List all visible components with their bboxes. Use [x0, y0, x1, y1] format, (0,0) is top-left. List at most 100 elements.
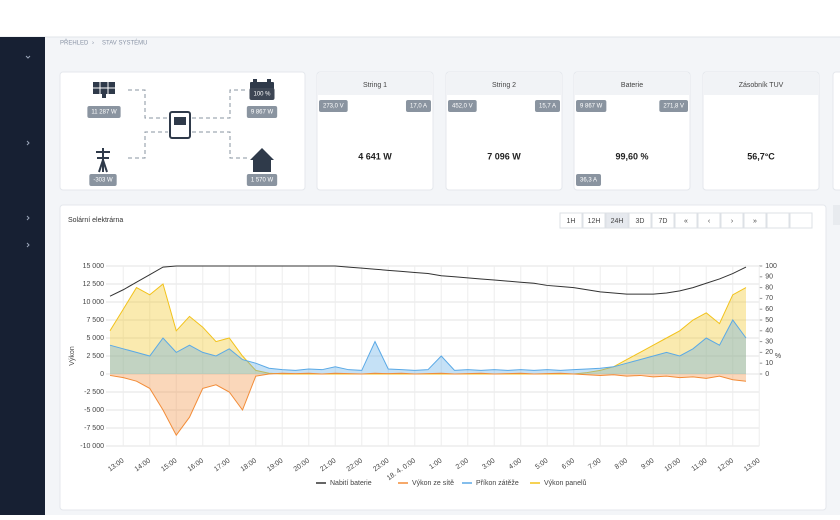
badge: [249, 88, 275, 100]
area: [110, 373, 746, 436]
range-button[interactable]: [628, 212, 652, 229]
card-header: [704, 73, 818, 95]
range-button-label: ‹: [708, 218, 711, 225]
badge: [448, 100, 477, 112]
y2-tick-label: 70: [765, 295, 773, 302]
y-tick-label: 5 000: [86, 335, 104, 342]
y-tick-label: 10 000: [83, 299, 105, 306]
house-icon: [250, 148, 274, 172]
badge-text: 271,8 V: [663, 104, 684, 110]
badge: [534, 100, 560, 112]
range-button[interactable]: [605, 212, 629, 229]
badge: [576, 100, 607, 112]
panel-partial: [833, 205, 840, 225]
range-button[interactable]: [720, 212, 744, 229]
badge: [89, 174, 117, 186]
area: [110, 320, 746, 374]
sidebar-icons: [25, 55, 31, 248]
card-header: [447, 73, 561, 95]
y-axis-label: Výkon: [69, 346, 76, 366]
badge-text: 100 %: [253, 92, 271, 98]
range-button[interactable]: [743, 212, 767, 229]
breadcrumb-sep: ›: [92, 41, 94, 47]
card-title: String 1: [363, 82, 387, 89]
badge-text: 36,3 A: [580, 178, 597, 184]
inverter-icon: [169, 111, 191, 139]
badge-text: 1 570 W: [251, 178, 274, 184]
legend-label[interactable]: Nabití baterie: [330, 480, 372, 487]
card-value: 7 096 W: [487, 151, 521, 161]
breadcrumb: STAV SYSTÉMU: [102, 40, 147, 47]
y2-tick-label: 60: [765, 306, 773, 313]
fullscreen-button[interactable]: [789, 212, 813, 229]
flow-card: [59, 71, 306, 191]
range-button-label: 1H: [567, 218, 576, 225]
card-value: 56,7°C: [747, 151, 775, 161]
y2-tick-label: 20: [765, 349, 773, 356]
range-button-label: 12H: [588, 218, 601, 225]
legend-label[interactable]: Výkon ze sítě: [412, 480, 454, 487]
area: [110, 284, 746, 374]
flow-lines: [128, 89, 248, 159]
badge-text: 9 867 W: [251, 110, 274, 116]
badge: [319, 100, 348, 112]
line: [109, 265, 747, 297]
legend-label[interactable]: Výkon panelů: [544, 479, 587, 487]
y2-tick-label: 0: [765, 371, 769, 378]
y-tick-label: -5 000: [84, 407, 104, 414]
line: [109, 319, 747, 371]
card-value: 4 641 W: [358, 151, 392, 161]
badge: [576, 174, 602, 186]
y2-tick-label: 100: [765, 263, 777, 270]
badge: [246, 106, 278, 118]
y2-tick-label: 30: [765, 338, 773, 345]
y-tick-label: -10 000: [80, 443, 104, 450]
chevron[interactable]: [26, 215, 30, 221]
badge-text: 11 287 W: [91, 110, 117, 116]
chevron[interactable]: [25, 55, 31, 59]
card-title: Baterie: [621, 82, 643, 89]
badge: [405, 100, 431, 112]
badge: [87, 106, 121, 118]
y-tick-label: -2 500: [84, 389, 104, 396]
card: [702, 71, 820, 191]
range-button-label: 7D: [659, 218, 668, 225]
badge-text: 273,0 V: [323, 104, 344, 110]
range-button[interactable]: [559, 212, 583, 229]
breadcrumb[interactable]: PŘEHLED: [60, 39, 89, 47]
range-button[interactable]: [582, 212, 606, 229]
export-button[interactable]: [766, 212, 790, 229]
range-button[interactable]: [651, 212, 675, 229]
badge-text: 17,0 A: [410, 104, 427, 110]
card-partial: [832, 71, 840, 191]
badge-text: 452,0 V: [452, 104, 473, 110]
badge-text: 15,7 A: [539, 104, 556, 110]
badge-text: -303 W: [93, 178, 113, 184]
range-button[interactable]: [674, 212, 698, 229]
y2-tick-label: 40: [765, 328, 773, 335]
badge-text: 9 867 W: [580, 104, 603, 110]
y2-tick-label: 80: [765, 284, 773, 291]
card-value: 99,60 %: [615, 151, 648, 161]
range-button-label: «: [684, 218, 688, 225]
card-header: [318, 73, 432, 95]
range-button-label: ›: [731, 218, 734, 225]
y-tick-label: 12 500: [83, 281, 105, 288]
badge: [659, 100, 688, 112]
range-button-label: 3D: [636, 218, 645, 225]
card-header: [575, 73, 689, 95]
chevron[interactable]: [26, 140, 30, 146]
y-tick-label: -7 500: [84, 425, 104, 432]
badge: [246, 174, 278, 186]
y2-tick-label: 10: [765, 360, 773, 367]
chevron[interactable]: [26, 242, 30, 248]
legend-label[interactable]: Příkon zátěže: [476, 480, 519, 487]
chart-title: Solární elektrárna: [68, 217, 123, 224]
sidebar: [0, 37, 45, 515]
range-button-label: »: [753, 218, 757, 225]
y-tick-label: 2 500: [86, 353, 104, 360]
range-button[interactable]: [697, 212, 721, 229]
y-tick-label: 15 000: [83, 263, 105, 270]
y2-axis-label: %: [775, 353, 781, 360]
